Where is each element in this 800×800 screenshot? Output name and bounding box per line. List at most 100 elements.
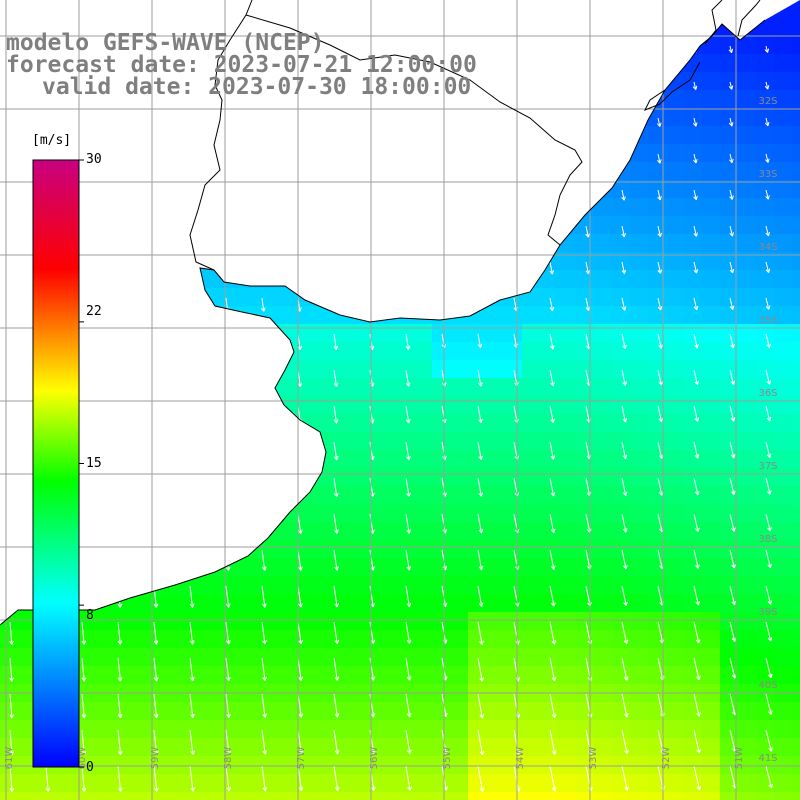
wind-arrow: [261, 297, 266, 312]
wind-speed-cell: [666, 342, 685, 361]
wind-speed-cell: [720, 558, 739, 577]
wind-speed-cell: [126, 756, 145, 775]
wind-speed-cell: [252, 288, 271, 307]
wind-arrow: [549, 261, 555, 275]
wind-speed-cell: [522, 324, 541, 343]
wind-speed-cell: [324, 0, 343, 19]
wind-speed-cell: [576, 270, 595, 289]
wind-speed-cell: [180, 108, 199, 127]
wind-arrow: [405, 513, 411, 534]
wind-arrow: [333, 297, 338, 312]
wind-arrow: [549, 333, 555, 350]
wind-arrow: [188, 117, 194, 128]
wind-arrow: [692, 81, 698, 90]
wind-speed-cell: [504, 288, 523, 307]
wind-arrow: [549, 297, 555, 312]
wind-speed-cell: [342, 450, 361, 469]
wind-speed-cell: [630, 666, 649, 685]
wind-speed-cell: [180, 540, 199, 559]
wind-speed-cell: [162, 720, 181, 739]
wind-speed-cell: [324, 630, 343, 649]
wind-speed-cell: [144, 522, 163, 541]
wind-speed-cell: [738, 486, 757, 505]
wind-speed-cell: [792, 576, 800, 595]
wind-speed-cell: [702, 558, 721, 577]
wind-speed-cell: [144, 198, 163, 217]
wind-speed-cell: [90, 342, 109, 361]
wind-speed-cell: [90, 198, 109, 217]
wind-speed-cell: [126, 486, 145, 505]
wind-speed-cell: [504, 576, 523, 595]
wind-speed-cell: [0, 306, 19, 325]
wind-speed-cell: [540, 594, 559, 613]
wind-speed-cell: [0, 594, 19, 613]
wind-speed-cell: [360, 270, 379, 289]
wind-speed-cell: [666, 432, 685, 451]
wind-speed-cell: [612, 216, 631, 235]
wind-speed-cell: [126, 666, 145, 685]
wind-speed-cell: [594, 252, 613, 271]
wind-speed-cell: [162, 0, 181, 19]
wind-speed-cell: [234, 360, 253, 379]
wind-speed-cell: [126, 396, 145, 415]
wind-speed-cell: [504, 414, 523, 433]
wind-speed-cell: [666, 144, 685, 163]
wind-speed-cell: [720, 792, 739, 800]
wind-speed-cell: [126, 612, 145, 631]
wind-speed-cell: [108, 468, 127, 487]
wind-speed-cell: [450, 774, 469, 793]
wind-speed-cell: [738, 432, 757, 451]
wind-speed-cell: [630, 54, 649, 73]
wind-speed-cell: [666, 576, 685, 595]
wind-speed-cell: [486, 342, 505, 361]
wind-speed-cell: [558, 720, 577, 739]
wind-arrow: [225, 513, 231, 535]
wind-arrow: [189, 369, 194, 388]
wind-speed-cell: [738, 720, 757, 739]
wind-speed-cell: [324, 324, 343, 343]
wind-speed-cell: [324, 378, 343, 397]
wind-arrow: [405, 477, 411, 497]
wind-speed-cell: [360, 180, 379, 199]
wind-speed-cell: [0, 108, 19, 127]
wind-speed-cell: [180, 198, 199, 217]
wind-speed-cell: [756, 792, 775, 800]
wind-speed-cell: [414, 180, 433, 199]
wind-arrow: [8, 369, 14, 388]
wind-arrow: [405, 621, 412, 644]
wind-arrow: [8, 225, 14, 239]
wind-speed-cell: [522, 738, 541, 757]
wind-speed-cell: [756, 252, 775, 271]
wind-speed-cell: [522, 72, 541, 91]
wind-speed-cell: [684, 180, 703, 199]
wind-speed-cell: [558, 666, 577, 685]
wind-speed-cell: [342, 612, 361, 631]
wind-speed-cell: [504, 342, 523, 361]
wind-arrow: [116, 117, 122, 129]
wind-speed-cell: [324, 774, 343, 793]
wind-speed-cell: [324, 216, 343, 235]
wind-speed-cell: [468, 396, 487, 415]
wind-speed-cell: [288, 360, 307, 379]
wind-arrow: [369, 297, 374, 312]
wind-arrow: [117, 441, 122, 461]
wind-arrow: [116, 297, 122, 312]
wind-speed-cell: [90, 126, 109, 145]
wind-speed-cell: [486, 90, 505, 109]
wind-speed-cell: [576, 126, 595, 145]
wind-speed-cell: [630, 774, 649, 793]
wind-arrow: [405, 765, 412, 791]
wind-speed-cell: [648, 396, 667, 415]
wind-speed-cell: [432, 0, 451, 19]
wind-speed-cell: [306, 432, 325, 451]
wind-speed-cell: [198, 216, 217, 235]
wind-speed-cell: [72, 108, 91, 127]
wind-speed-cell: [684, 234, 703, 253]
wind-speed-cell: [702, 216, 721, 235]
wind-speed-cell: [126, 378, 145, 397]
wind-speed-cell: [738, 54, 757, 73]
wind-speed-cell: [450, 792, 469, 800]
wind-speed-cell: [324, 522, 343, 541]
wind-arrow: [765, 621, 773, 642]
wind-speed-cell: [756, 270, 775, 289]
